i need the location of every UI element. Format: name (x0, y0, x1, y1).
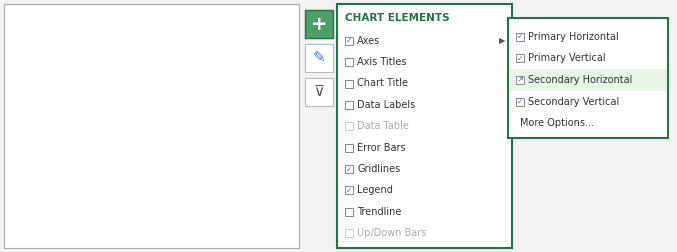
Text: Primary Horizontal: Primary Horizontal (528, 32, 619, 42)
Point (180, 89, 191, 93)
Bar (345, 101, 353, 109)
Point (144, 89, 154, 93)
Bar (337, 4, 512, 248)
Bar (345, 79, 353, 87)
Text: CHART ELEMENTS: CHART ELEMENTS (345, 13, 450, 23)
Bar (516, 98, 524, 106)
Point (204, 161, 215, 165)
Bar (508, 18, 668, 138)
Point (180, 225, 191, 229)
Text: ⊽: ⊽ (313, 84, 324, 100)
Text: Error Bars: Error Bars (357, 143, 406, 153)
Legend: XY, bottom, lower left, lower right, upper left, upper right: XY, bottom, lower left, lower right, upp… (319, 35, 377, 107)
Bar (305, 44, 333, 72)
Text: Gridlines: Gridlines (357, 164, 400, 174)
Text: Secondary Vertical: Secondary Vertical (528, 97, 619, 107)
Bar (509, 69, 667, 91)
Point (229, 198, 240, 202)
Text: ✓: ✓ (346, 36, 352, 45)
Text: Secondary Horizontal: Secondary Horizontal (528, 75, 632, 85)
Bar (345, 186, 353, 195)
Point (119, 179, 130, 183)
Text: ✓: ✓ (346, 186, 352, 195)
Point (131, 89, 142, 93)
Text: Up/Down Bars: Up/Down Bars (357, 228, 427, 238)
Point (22, 225, 32, 229)
Point (70, 52, 81, 56)
Bar (516, 54, 524, 62)
Point (119, 225, 130, 229)
Bar (305, 78, 333, 106)
Text: ✓: ✓ (517, 32, 523, 41)
Point (192, 98, 203, 102)
Text: Data Labels: Data Labels (357, 100, 415, 110)
Text: Trendline: Trendline (357, 207, 401, 217)
Bar (4, 4, 299, 248)
Text: ↗: ↗ (517, 76, 523, 84)
Text: Legend: Legend (357, 185, 393, 196)
Text: ▶: ▶ (499, 36, 505, 45)
Text: +: + (311, 15, 327, 34)
Bar (305, 10, 333, 38)
Text: Chart Title: Chart Title (357, 79, 408, 88)
Text: ✓: ✓ (346, 165, 352, 174)
Bar (345, 37, 353, 45)
Text: Axes: Axes (357, 36, 380, 46)
Bar (516, 33, 524, 41)
Text: Axis Titles: Axis Titles (357, 57, 406, 67)
Bar (345, 165, 353, 173)
Point (22, 89, 32, 93)
Point (180, 161, 191, 165)
Point (144, 107, 154, 111)
Text: ✓: ✓ (517, 54, 523, 63)
Text: ✓: ✓ (517, 97, 523, 106)
Point (58, 98, 69, 102)
Bar (345, 144, 353, 152)
Text: Data Table: Data Table (357, 121, 409, 131)
Point (119, 89, 130, 93)
Point (217, 125, 227, 129)
Point (168, 152, 179, 156)
Text: Primary Vertical: Primary Vertical (528, 53, 606, 64)
Bar (516, 76, 524, 84)
Point (70, 52, 81, 56)
Bar (345, 208, 353, 216)
Text: More Options...: More Options... (520, 118, 594, 128)
Bar (345, 58, 353, 66)
Bar (345, 122, 353, 130)
Text: ✎: ✎ (313, 50, 326, 66)
Bar (345, 229, 353, 237)
